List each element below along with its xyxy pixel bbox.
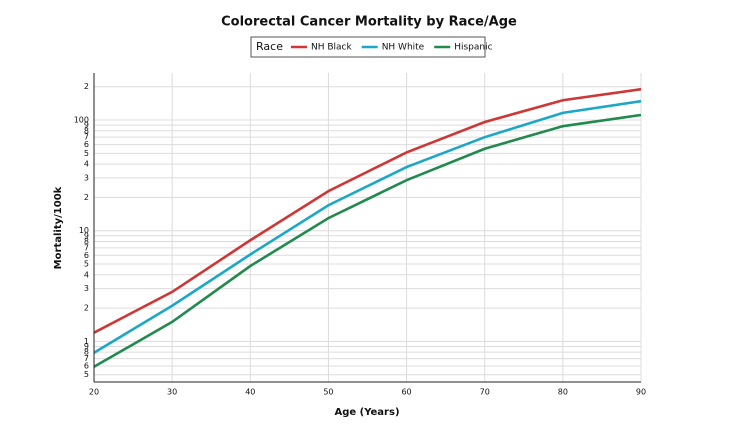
y-tick-label: 8 [84,348,89,357]
x-axis-label: Age (Years) [334,407,399,418]
x-tick-label: 50 [323,388,333,397]
y-tick-label: 1 [84,337,89,346]
grid [93,73,642,382]
y-tick-label: 9 [84,231,89,240]
y-tick-label: 3 [84,284,89,293]
y-tick-label: 4 [84,270,89,279]
x-tick-label: 20 [89,388,99,397]
y-tick-label: 10 [79,226,89,235]
y-tick-label: 6 [84,251,89,260]
legend-label: Hispanic [454,43,492,53]
y-tick-label: 2 [84,304,89,313]
x-tick-label: 90 [636,388,646,397]
series-line [93,99,642,354]
y-tick-label: 5 [84,260,89,269]
y-tick-label: 7 [84,354,89,363]
y-tick-label: 8 [84,126,89,135]
y-tick-label: 2 [84,193,89,202]
y-tick-label: 5 [84,149,89,158]
x-tick-label: 80 [558,388,568,397]
chart-title: Colorectal Cancer Mortality by Race/Age [221,15,517,30]
y-tick-label: 6 [84,140,89,149]
plot [93,87,642,368]
series-line [93,87,642,334]
x-tick-label: 60 [401,388,411,397]
legend-label: NH Black [311,43,352,53]
y-tick-label: 8 [84,237,89,246]
y-tick-label: 4 [84,160,89,169]
y-tick-label: 2 [84,82,89,91]
legend: Race NH Black NH White Hispanic [250,36,493,58]
x-tick-label: 30 [167,388,177,397]
x-tick-label: 40 [245,388,255,397]
y-axis-label: Mortality/100k [53,186,64,269]
y-tick-label: 9 [84,121,89,130]
y-tick-label: 7 [84,243,89,252]
legend-title: Race [256,40,283,53]
series-line [93,113,642,368]
y-tick-label: 6 [84,361,89,370]
y-tick-label: 100 [74,116,89,125]
y-tick-label: 9 [84,342,89,351]
y-tick-label: 3 [84,173,89,182]
y-tick-label: 7 [84,133,89,142]
y-tick-label: 5 [84,370,89,379]
x-tick-label: 70 [480,388,490,397]
legend-label: NH White [382,43,425,53]
